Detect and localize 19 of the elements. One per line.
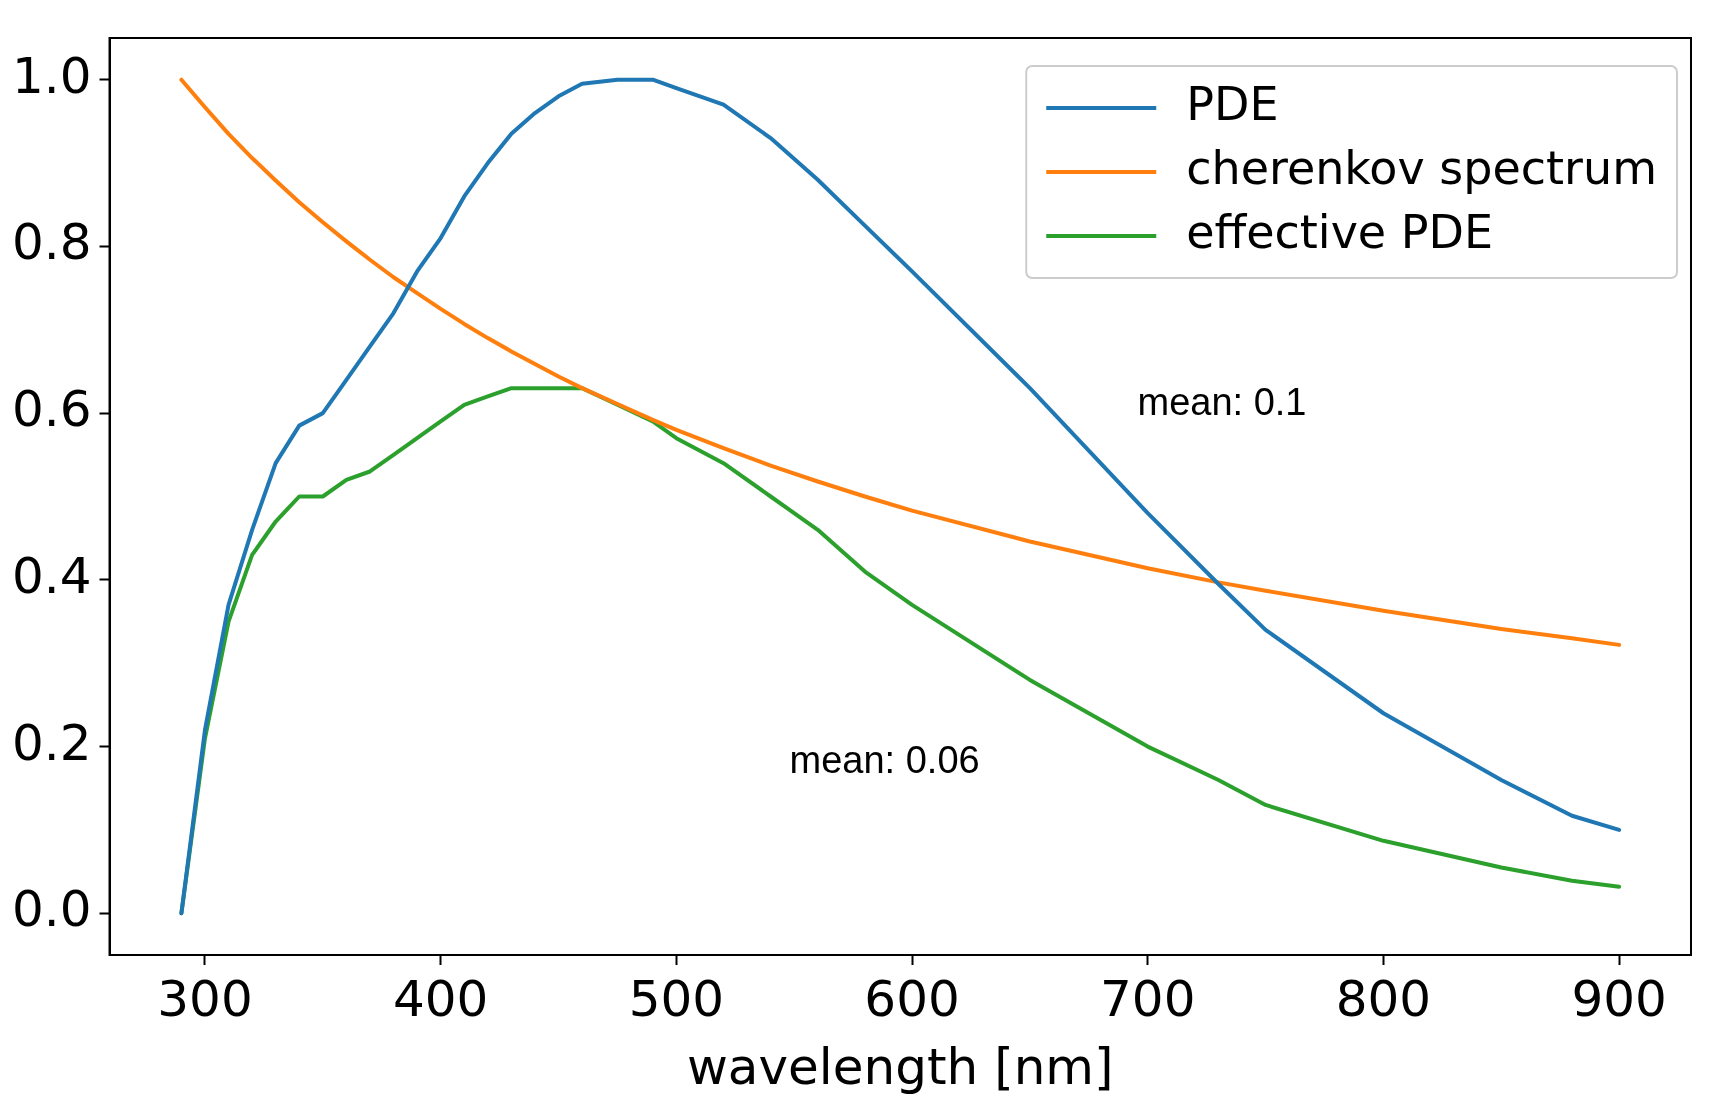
- y-tick-label: 0.8: [11, 213, 92, 272]
- x-tick-label: 800: [1335, 969, 1432, 1028]
- x-tick-label: 300: [157, 969, 253, 1028]
- x-tick-label: 600: [864, 969, 960, 1028]
- annotation: mean: 0.06: [789, 738, 980, 781]
- x-tick-label: 500: [628, 969, 725, 1028]
- annotation: mean: 0.1: [1137, 381, 1307, 424]
- x-tick-label: 400: [392, 969, 489, 1028]
- y-tick-label: 1.0: [11, 46, 92, 105]
- legend-label: effective PDE: [1186, 204, 1494, 259]
- y-tick-label: 0.0: [11, 880, 92, 939]
- x-tick-label: 700: [1100, 969, 1196, 1028]
- y-tick-label: 0.6: [11, 380, 92, 439]
- x-axis-title: wavelength [nm]: [686, 1037, 1114, 1096]
- legend-label: cherenkov spectrum: [1186, 140, 1658, 195]
- x-tick-label: 900: [1571, 969, 1667, 1028]
- y-tick-label: 0.4: [11, 546, 92, 605]
- y-tick-label: 0.2: [11, 713, 92, 772]
- legend-label: PDE: [1186, 76, 1279, 131]
